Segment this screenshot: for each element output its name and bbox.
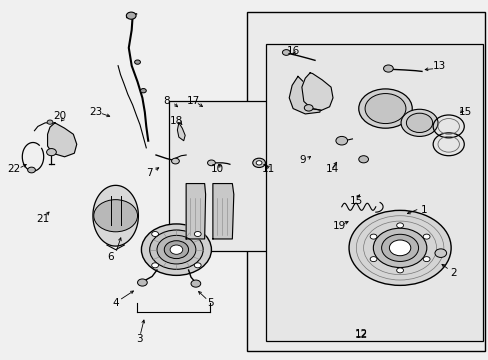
Circle shape bbox=[134, 60, 140, 64]
Circle shape bbox=[164, 241, 188, 258]
Circle shape bbox=[396, 223, 403, 228]
Circle shape bbox=[157, 235, 196, 264]
Text: 4: 4 bbox=[112, 298, 119, 308]
Circle shape bbox=[194, 231, 201, 237]
Text: 16: 16 bbox=[286, 46, 299, 57]
Circle shape bbox=[434, 249, 446, 257]
Circle shape bbox=[396, 268, 403, 273]
Bar bbox=[169, 102, 290, 251]
Circle shape bbox=[46, 149, 56, 156]
Circle shape bbox=[400, 109, 437, 136]
Circle shape bbox=[140, 89, 146, 93]
Circle shape bbox=[383, 65, 392, 72]
Text: 23: 23 bbox=[89, 107, 102, 117]
Text: 21: 21 bbox=[36, 214, 49, 224]
Text: 5: 5 bbox=[207, 298, 213, 308]
Text: 8: 8 bbox=[163, 96, 170, 107]
Text: 22: 22 bbox=[7, 164, 20, 174]
Circle shape bbox=[406, 113, 432, 132]
Circle shape bbox=[137, 279, 147, 286]
Bar bbox=[246, 12, 484, 351]
Circle shape bbox=[304, 105, 312, 111]
Text: 20: 20 bbox=[53, 111, 66, 121]
Circle shape bbox=[358, 156, 368, 163]
Polygon shape bbox=[186, 184, 205, 239]
Text: 17: 17 bbox=[186, 96, 200, 107]
Text: 19: 19 bbox=[332, 221, 345, 231]
Text: 10: 10 bbox=[211, 164, 224, 174]
Circle shape bbox=[348, 210, 450, 285]
Polygon shape bbox=[212, 184, 233, 239]
Circle shape bbox=[191, 280, 201, 287]
Text: 13: 13 bbox=[431, 61, 445, 71]
Text: 7: 7 bbox=[146, 168, 153, 178]
Circle shape bbox=[171, 158, 179, 164]
Circle shape bbox=[141, 224, 211, 275]
Text: 1: 1 bbox=[420, 205, 427, 215]
Circle shape bbox=[422, 234, 429, 239]
Circle shape bbox=[381, 234, 418, 261]
Circle shape bbox=[422, 257, 429, 262]
Text: 2: 2 bbox=[449, 268, 456, 278]
Text: 18: 18 bbox=[169, 116, 183, 126]
Circle shape bbox=[369, 234, 376, 239]
Text: 15: 15 bbox=[458, 107, 471, 117]
Polygon shape bbox=[93, 185, 138, 246]
Bar bbox=[266, 44, 482, 341]
Polygon shape bbox=[301, 73, 332, 111]
Circle shape bbox=[94, 200, 137, 232]
Circle shape bbox=[47, 120, 53, 124]
Text: 15: 15 bbox=[349, 197, 362, 206]
Circle shape bbox=[335, 136, 347, 145]
Text: 9: 9 bbox=[299, 156, 305, 165]
Circle shape bbox=[126, 12, 136, 19]
Polygon shape bbox=[288, 76, 322, 114]
Circle shape bbox=[207, 160, 215, 166]
Polygon shape bbox=[177, 123, 185, 141]
Circle shape bbox=[194, 263, 201, 268]
Circle shape bbox=[151, 263, 158, 268]
Text: 3: 3 bbox=[136, 334, 143, 344]
Circle shape bbox=[358, 89, 411, 128]
Circle shape bbox=[256, 161, 262, 165]
Circle shape bbox=[388, 240, 410, 256]
Text: 14: 14 bbox=[325, 164, 338, 174]
Circle shape bbox=[28, 167, 35, 173]
Circle shape bbox=[369, 257, 376, 262]
Text: 6: 6 bbox=[107, 252, 114, 262]
Circle shape bbox=[170, 245, 183, 254]
Circle shape bbox=[372, 228, 426, 267]
Circle shape bbox=[151, 231, 158, 237]
Circle shape bbox=[252, 158, 265, 167]
Circle shape bbox=[365, 94, 405, 123]
Circle shape bbox=[282, 50, 289, 55]
Text: 12: 12 bbox=[354, 329, 367, 339]
Text: 11: 11 bbox=[262, 164, 275, 174]
Circle shape bbox=[149, 230, 203, 269]
Text: 12: 12 bbox=[354, 330, 367, 341]
Polygon shape bbox=[47, 123, 77, 157]
